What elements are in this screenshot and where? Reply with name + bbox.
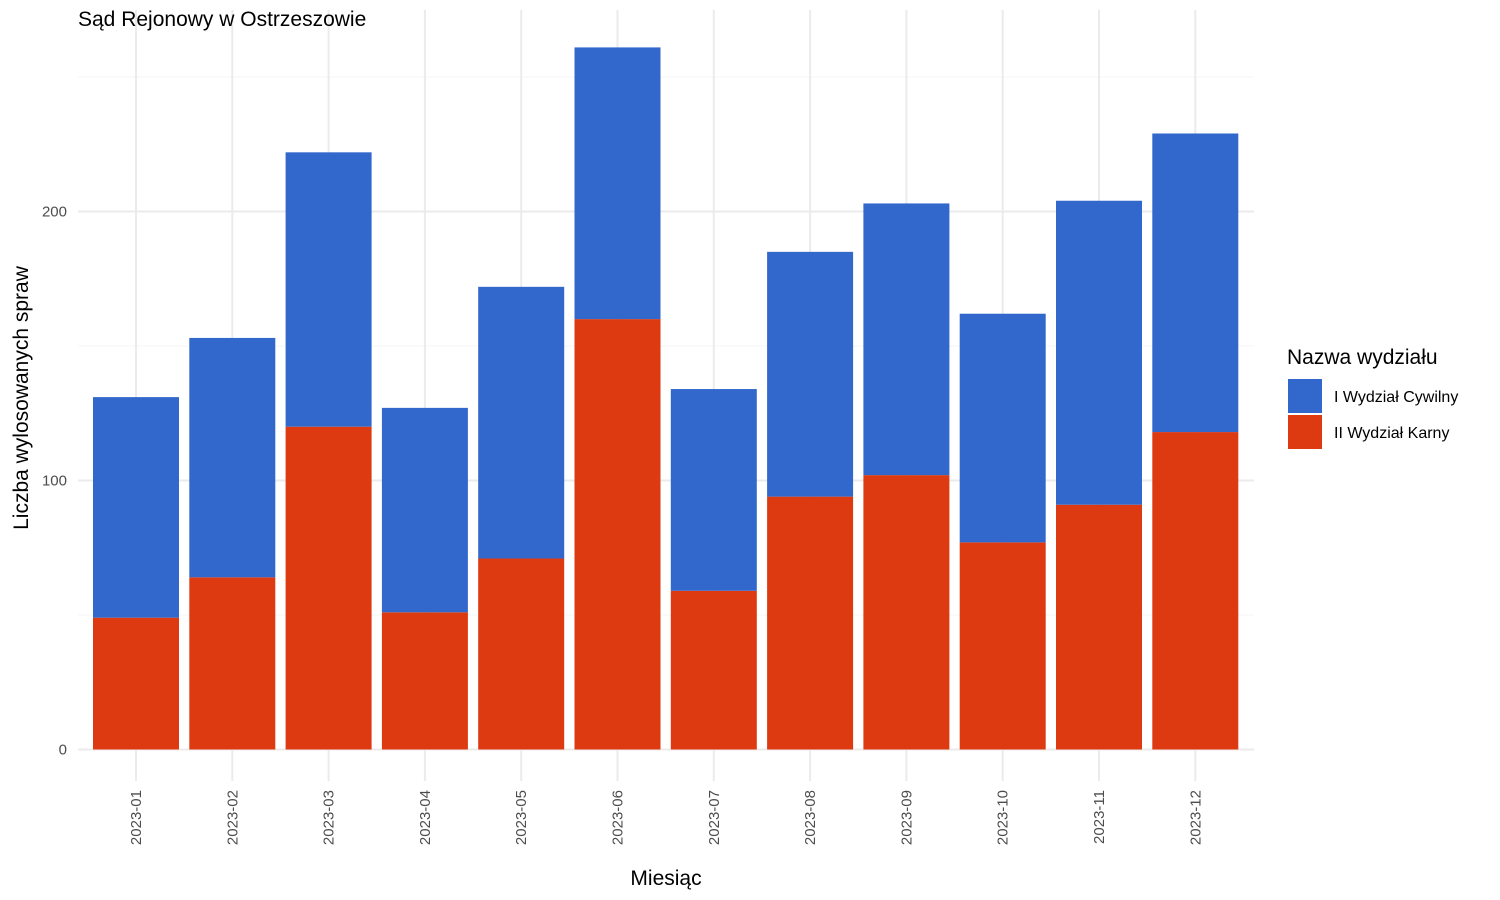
bar-segment-cywilny-2023-03 xyxy=(285,152,372,427)
y-tick-label: 0 xyxy=(59,742,67,759)
x-tick-label: 2023-07 xyxy=(706,790,723,845)
bar-segment-karny-2023-01 xyxy=(93,617,179,750)
bar-segment-cywilny-2023-05 xyxy=(478,286,565,559)
bars xyxy=(93,47,1239,750)
bar-segment-karny-2023-06 xyxy=(574,319,661,750)
bar-segment-cywilny-2023-07 xyxy=(670,389,757,591)
x-tick-label: 2023-11 xyxy=(1091,790,1108,844)
x-tick-label: 2023-04 xyxy=(417,790,434,845)
bar-segment-karny-2023-03 xyxy=(285,426,372,750)
bar-segment-cywilny-2023-06 xyxy=(574,47,661,320)
bar-segment-karny-2023-04 xyxy=(381,612,468,750)
x-tick-label: 2023-06 xyxy=(610,790,627,845)
bar-segment-karny-2023-10 xyxy=(959,542,1046,750)
bar-segment-karny-2023-05 xyxy=(478,558,565,750)
bar-segment-cywilny-2023-12 xyxy=(1152,133,1239,433)
legend-swatch-karny xyxy=(1288,415,1322,449)
x-tick-label: 2023-09 xyxy=(898,790,915,845)
bar-segment-karny-2023-02 xyxy=(189,577,276,750)
x-tick-label: 2023-08 xyxy=(802,790,819,845)
bar-segment-cywilny-2023-04 xyxy=(381,407,468,613)
bar-segment-cywilny-2023-08 xyxy=(767,251,854,497)
legend-label-karny: II Wydział Karny xyxy=(1334,425,1449,442)
x-tick-label: 2023-02 xyxy=(224,790,241,845)
bar-segment-karny-2023-09 xyxy=(863,475,950,750)
y-tick-label: 100 xyxy=(42,473,67,490)
bar-segment-cywilny-2023-09 xyxy=(863,203,950,476)
x-axis: 2023-01 2023-02 2023-03 2023-04 2023-05 2023-… xyxy=(128,776,1204,845)
chart-title: Sąd Rejonowy w Ostrzeszowie xyxy=(78,8,366,31)
y-tick-label: 200 xyxy=(42,204,67,221)
legend-swatch-cywilny xyxy=(1288,379,1322,413)
x-axis-title: Miesiąc xyxy=(630,867,701,890)
legend-title: Nazwa wydziału xyxy=(1287,346,1438,369)
x-tick-label: 2023-03 xyxy=(321,790,338,845)
x-tick-label: 2023-10 xyxy=(995,790,1012,845)
bar-segment-karny-2023-11 xyxy=(1056,504,1142,750)
legend-label-cywilny: I Wydział Cywilny xyxy=(1334,389,1458,406)
bar-segment-karny-2023-07 xyxy=(670,590,757,750)
bar-segment-cywilny-2023-02 xyxy=(189,337,276,578)
bar-segment-karny-2023-08 xyxy=(767,496,854,750)
x-tick-label: 2023-05 xyxy=(513,790,530,845)
legend: Nazwa wydziału I Wydział Cywilny II Wydz… xyxy=(1287,346,1458,449)
bar-segment-cywilny-2023-01 xyxy=(93,397,179,618)
y-axis: 0 100 200 xyxy=(42,204,67,759)
x-tick-label: 2023-01 xyxy=(128,790,145,845)
y-axis-title: Liczba wylosowanych spraw xyxy=(10,265,33,530)
bar-segment-cywilny-2023-10 xyxy=(959,313,1046,543)
bar-segment-cywilny-2023-11 xyxy=(1056,200,1142,505)
bar-segment-karny-2023-12 xyxy=(1152,432,1239,750)
x-tick-label: 2023-12 xyxy=(1187,790,1204,845)
